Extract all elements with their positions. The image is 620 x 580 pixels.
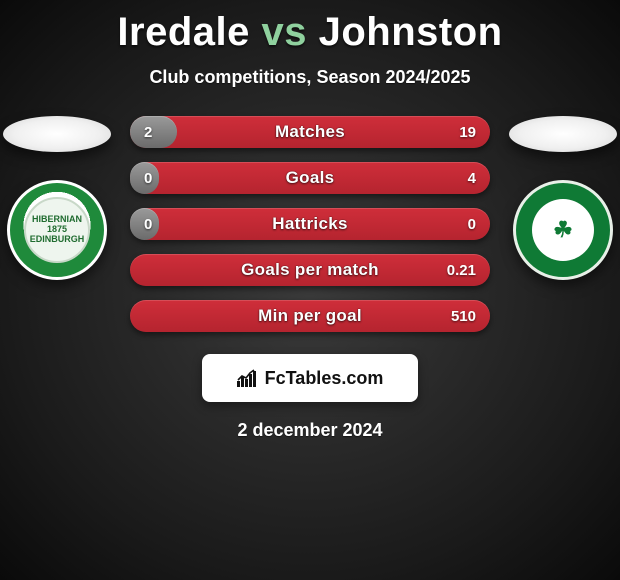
brand-badge[interactable]: FcTables.com xyxy=(202,354,418,402)
stat-label: Goals per match xyxy=(241,260,379,280)
player1-name: Iredale xyxy=(117,10,249,54)
stat-value-right: 4 xyxy=(454,162,490,194)
player2-club-badge: ☘ xyxy=(513,180,613,280)
brand-text: FcTables.com xyxy=(265,368,384,389)
stat-value-right: 19 xyxy=(445,116,490,148)
player2-name: Johnston xyxy=(319,10,503,54)
stat-value-left: 2 xyxy=(130,116,166,148)
content-area: HIBERNIAN 1875 EDINBURGH ☘ 2 Matches 19 0 Go… xyxy=(0,116,620,441)
stat-row: 2 Matches 19 xyxy=(130,116,490,148)
player2-club-glyph: ☘ xyxy=(532,199,594,261)
player-right-column: ☘ xyxy=(508,116,618,280)
player2-photo-placeholder xyxy=(509,116,617,152)
stat-value-right: 0.21 xyxy=(433,254,490,286)
date-label: 2 december 2024 xyxy=(0,420,620,441)
comparison-title: Iredale vs Johnston xyxy=(0,0,620,55)
stat-label: Goals xyxy=(286,168,335,188)
stat-label: Hattricks xyxy=(272,214,347,234)
stat-row: Min per goal 510 xyxy=(130,300,490,332)
stat-value-right: 510 xyxy=(437,300,490,332)
stats-list: 2 Matches 19 0 Goals 4 0 Hattricks 0 Goals per ma… xyxy=(130,116,490,332)
stat-value-left xyxy=(130,254,158,286)
vs-label: vs xyxy=(261,10,307,54)
stat-row: 0 Hattricks 0 xyxy=(130,208,490,240)
player1-club-text: HIBERNIAN 1875 EDINBURGH xyxy=(24,197,90,263)
stat-row: 0 Goals 4 xyxy=(130,162,490,194)
stat-label: Matches xyxy=(275,122,345,142)
stat-row: Goals per match 0.21 xyxy=(130,254,490,286)
stat-value-left xyxy=(130,300,158,332)
brand-chart-icon xyxy=(237,369,259,387)
player-left-column: HIBERNIAN 1875 EDINBURGH xyxy=(2,116,112,280)
stat-value-left: 0 xyxy=(130,162,166,194)
stat-value-right: 0 xyxy=(454,208,490,240)
player1-club-badge: HIBERNIAN 1875 EDINBURGH xyxy=(7,180,107,280)
player1-photo-placeholder xyxy=(3,116,111,152)
subtitle: Club competitions, Season 2024/2025 xyxy=(0,67,620,88)
stat-value-left: 0 xyxy=(130,208,166,240)
stat-label: Min per goal xyxy=(258,306,362,326)
